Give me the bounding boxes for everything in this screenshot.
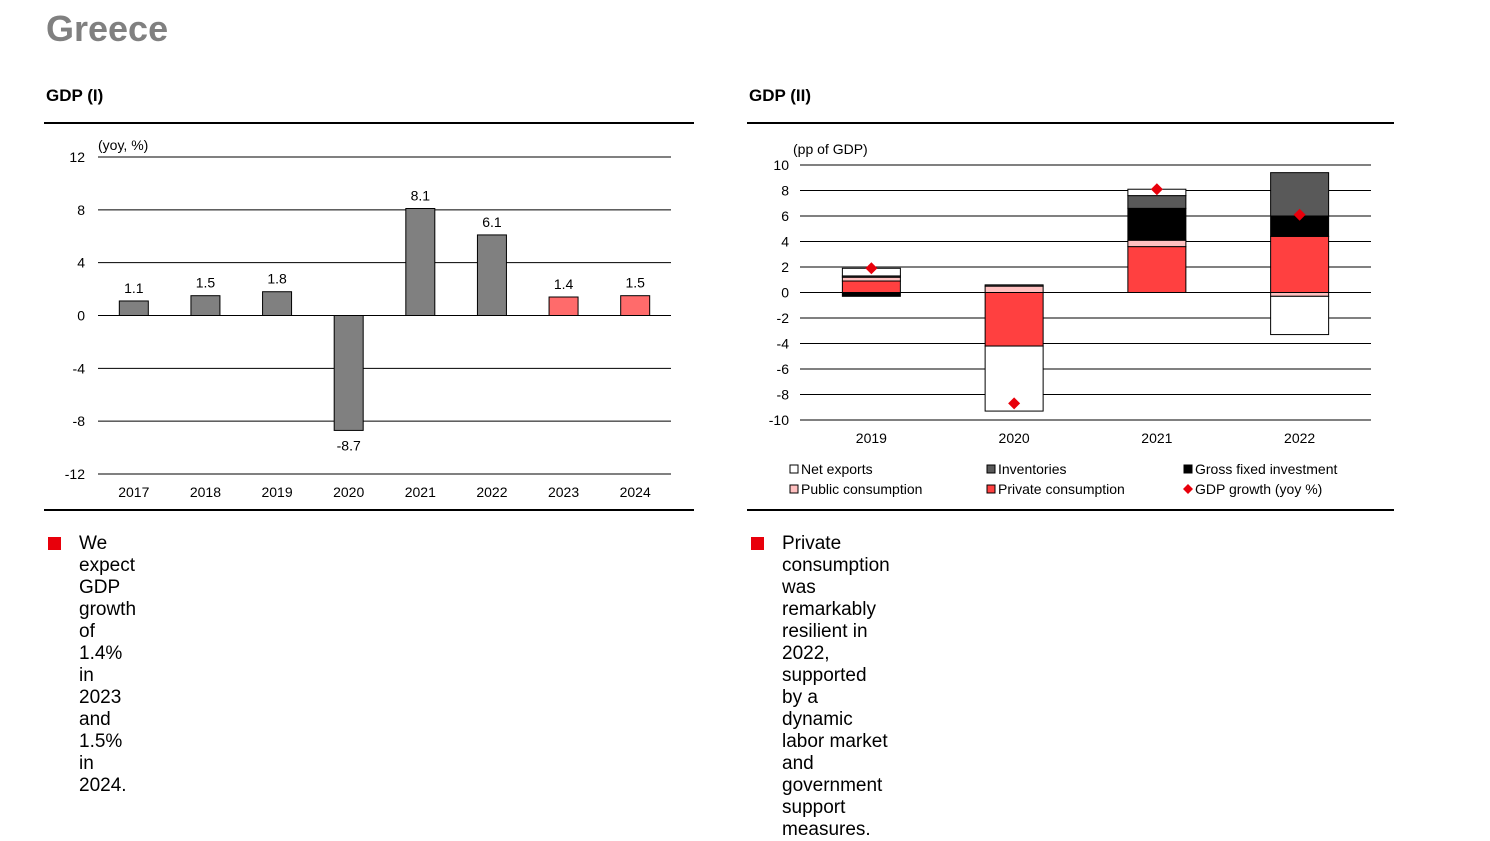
commentary-line: Private consumption was remarkably resil…: [782, 533, 890, 686]
y-tick-label: 4: [781, 234, 789, 250]
segment-net_exports-2022: [1270, 295, 1330, 336]
y-tick-label: 12: [69, 149, 85, 165]
bar-2017: [118, 300, 149, 316]
y-tick-label: 8: [781, 183, 789, 199]
legend-label: Gross fixed investment: [1195, 461, 1337, 477]
commentary-text: Private consumption was remarkably resil…: [782, 533, 890, 841]
top-rule-right: [747, 122, 1394, 124]
gdp-growth-bar-chart: (yoy, %) 12 8 4 0 -4 -8 -12 1.1 2017 1.5 2018 1.8 2…: [65, 137, 671, 500]
y-tick-label: 4: [77, 255, 85, 271]
commentary-line: by a dynamic labor market and government…: [782, 687, 888, 840]
bar-2021: [405, 208, 436, 316]
y-tick-label: -12: [65, 466, 85, 482]
data-label: 1.8: [267, 271, 287, 287]
segment-inventories-2020: [984, 284, 1044, 287]
bullet-icon: [751, 537, 764, 550]
bar-2020: [333, 315, 364, 431]
x-tick-label: 2018: [190, 484, 221, 500]
data-label: 8.1: [411, 188, 431, 204]
gdp-growth-marker-2020: [1008, 397, 1021, 410]
segment-public_consumption-2021: [1127, 239, 1187, 248]
legend: Net exports Inventories Gross fixed invest…: [789, 461, 1337, 497]
legend-label: Public consumption: [801, 481, 922, 497]
x-tick-label: 2021: [405, 484, 436, 500]
segment-public_consumption-2019: [841, 276, 901, 282]
page-title: Greece: [46, 8, 169, 49]
data-label: 1.1: [124, 280, 144, 296]
gdp-growth-marker-2021: [1150, 183, 1163, 196]
y-tick-label: 2: [781, 259, 789, 275]
x-tick-label: 2023: [548, 484, 579, 500]
bottom-rule-right: [747, 509, 1394, 511]
bottom-rule-left: [44, 509, 694, 511]
unit-label: (yoy, %): [98, 137, 148, 153]
bullet-icon: [48, 537, 61, 550]
data-label: 1.4: [554, 276, 574, 292]
x-tick-label: 2021: [1141, 430, 1172, 446]
y-tick-label: 10: [773, 157, 789, 173]
legend-label: GDP growth (yoy %): [1195, 481, 1322, 497]
chart-title-gdp-2: GDP (II): [749, 86, 812, 105]
segment-inventories-2021: [1127, 195, 1187, 209]
y-tick-label: 0: [781, 285, 789, 301]
data-label: 1.5: [196, 275, 216, 291]
segment-private_consumption-2021: [1127, 246, 1187, 294]
top-rule-left: [44, 122, 694, 124]
segment-public_consumption-2022: [1270, 292, 1330, 297]
y-tick-label: -2: [777, 310, 790, 326]
x-tick-label: 2017: [118, 484, 149, 500]
data-label: -8.7: [337, 437, 361, 453]
bar-2019: [262, 291, 293, 317]
legend-swatch-public_consumption: [789, 484, 799, 494]
legend-swatch-inventories: [986, 464, 996, 474]
gdp-growth-marker-2019: [865, 262, 878, 275]
x-tick-label: 2022: [476, 484, 507, 500]
data-label: 1.5: [625, 275, 645, 291]
x-tick-label: 2022: [1284, 430, 1315, 446]
bar-2024: [620, 295, 651, 316]
segment-public_consumption-2020: [984, 285, 1044, 293]
commentary-text: We expect GDP growth of 1.4% in 2023 and…: [79, 533, 137, 796]
segment-private_consumption-2020: [984, 292, 1044, 347]
x-tick-label: 2024: [620, 484, 651, 500]
bar-2018: [190, 295, 221, 316]
x-tick-label: 2020: [999, 430, 1030, 446]
gdp-growth-marker-2022: [1293, 208, 1306, 221]
y-tick-label: -8: [73, 413, 86, 429]
legend-swatch-private_consumption: [986, 484, 996, 494]
gdp-contributions-chart: (pp of GDP) 10 8 6 4 2 0 -2 -4 -6 -8 -10 2019 2020 2…: [769, 141, 1371, 497]
legend-swatch-gross_fixed_investment: [1183, 464, 1193, 474]
y-tick-label: -8: [777, 387, 790, 403]
segment-gross_fixed_investment-2021: [1127, 207, 1187, 241]
y-tick-label: -4: [73, 360, 86, 376]
x-tick-label: 2019: [261, 484, 292, 500]
y-tick-label: 8: [77, 202, 85, 218]
y-tick-label: -4: [777, 336, 790, 352]
legend-label: Net exports: [801, 461, 873, 477]
y-tick-label: 6: [781, 208, 789, 224]
legend-swatch-gdp_growth_marker: [1183, 484, 1193, 494]
bar-2022: [476, 234, 507, 316]
y-tick-label: -6: [777, 361, 790, 377]
legend-swatch-net_exports: [789, 464, 799, 474]
legend-label: Inventories: [998, 461, 1066, 477]
unit-label: (pp of GDP): [793, 141, 868, 157]
bar-2023: [548, 296, 579, 316]
segment-private_consumption-2019: [841, 280, 901, 293]
x-tick-label: 2019: [856, 430, 887, 446]
y-tick-label: -10: [769, 412, 789, 428]
legend-label: Private consumption: [998, 481, 1125, 497]
x-tick-label: 2020: [333, 484, 364, 500]
chart-title-gdp-1: GDP (I): [46, 86, 104, 105]
segment-private_consumption-2022: [1270, 235, 1330, 293]
y-tick-label: 0: [77, 308, 85, 324]
segment-gross_fixed_investment-2019: [841, 292, 901, 297]
data-label: 6.1: [482, 214, 502, 230]
